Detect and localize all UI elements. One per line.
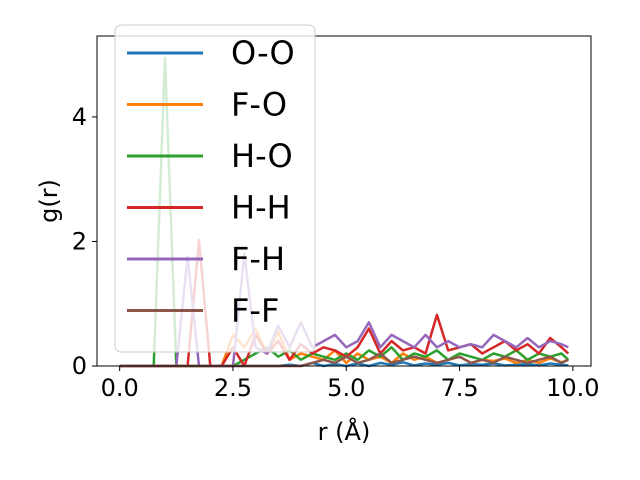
legend-label-f-f: F-F xyxy=(231,292,279,330)
legend: O-O F-O H-O H-H F-H F-F xyxy=(114,24,316,353)
legend-label-o-o: O-O xyxy=(231,34,295,72)
x-tick-label: 0.0 xyxy=(101,374,139,402)
legend-label-h-h: H-H xyxy=(231,189,291,227)
legend-label-f-h: F-H xyxy=(231,240,285,278)
x-axis-label: r (Å) xyxy=(318,417,371,446)
y-tick-label: 0 xyxy=(72,352,87,380)
y-axis-ticks: 0 2 4 xyxy=(72,103,97,380)
x-axis-ticks: 0.0 2.5 5.0 7.5 10.0 xyxy=(101,366,600,402)
legend-label-f-o: F-O xyxy=(231,86,287,124)
legend-label-h-o: H-O xyxy=(231,137,293,175)
y-tick-label: 2 xyxy=(72,227,87,255)
y-tick-label: 4 xyxy=(72,103,87,131)
legend-box xyxy=(114,24,316,353)
x-tick-label: 10.0 xyxy=(546,374,599,402)
plot-frame xyxy=(96,35,592,367)
y-axis-label: g(r) xyxy=(35,179,63,223)
x-tick-label: 2.5 xyxy=(214,374,252,402)
x-tick-label: 7.5 xyxy=(440,374,478,402)
x-tick-label: 5.0 xyxy=(327,374,365,402)
